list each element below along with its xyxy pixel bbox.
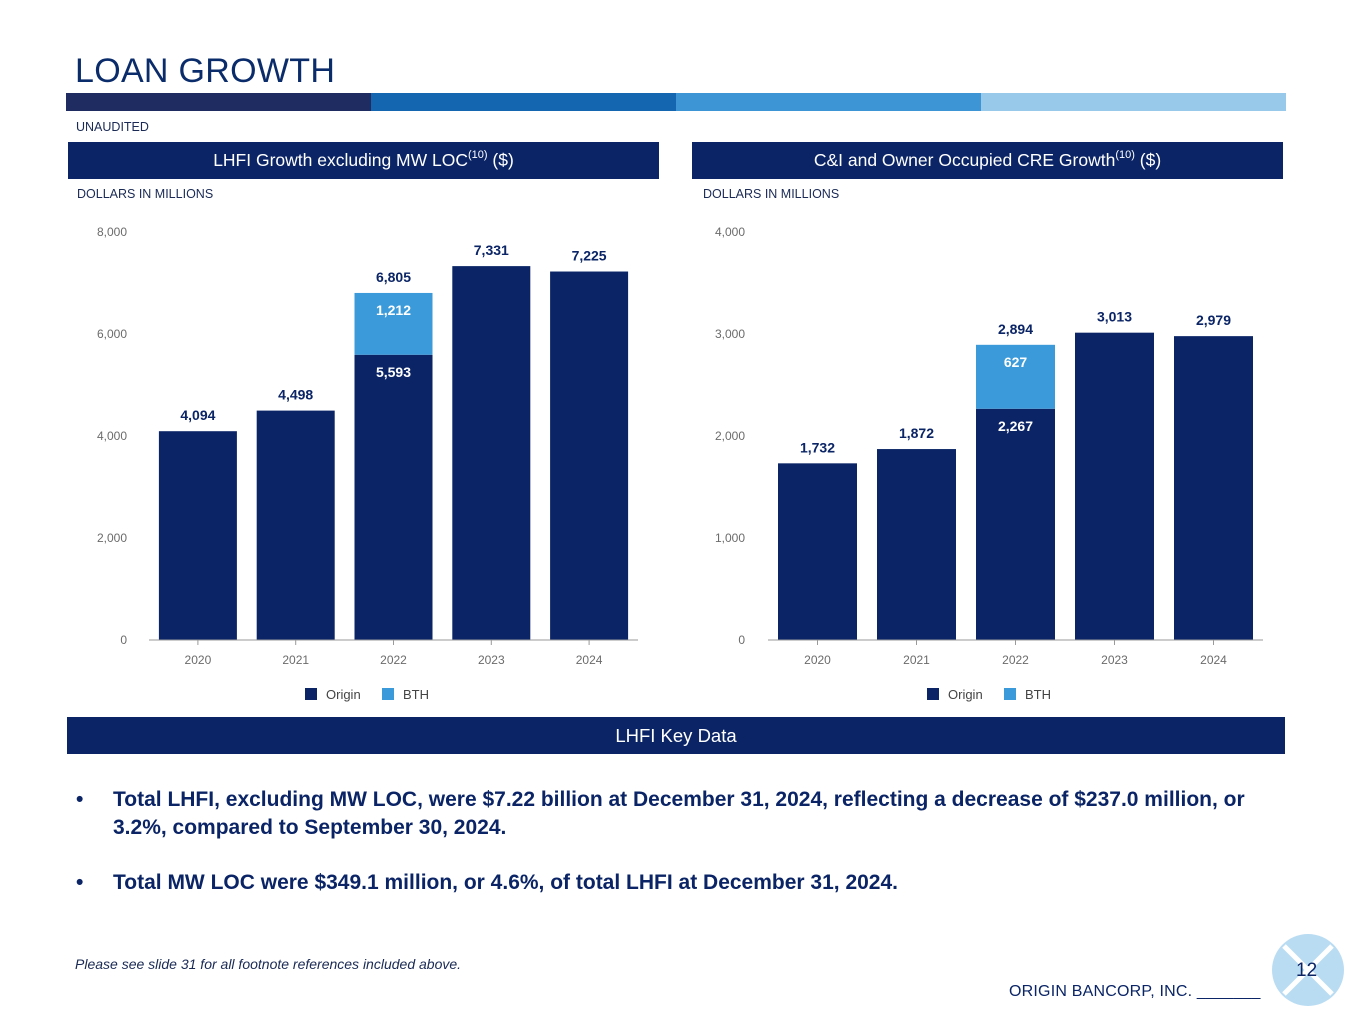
lhfi-key-data-header: LHFI Key Data <box>67 717 1285 754</box>
legend-swatch-origin <box>305 688 317 700</box>
bar-origin-2020 <box>158 431 237 640</box>
x-tick-label: 2024 <box>1200 653 1227 667</box>
total-label: 1,872 <box>899 425 934 441</box>
segment-label: 1,212 <box>376 302 411 318</box>
segment-label: 5,593 <box>376 364 411 380</box>
stripe-segment-3 <box>676 93 981 111</box>
bullet-item: • Total MW LOC were $349.1 million, or 4.… <box>76 869 1246 897</box>
x-tick-label: 2020 <box>804 653 831 667</box>
total-label: 7,331 <box>474 242 509 258</box>
total-label: 4,094 <box>180 407 215 423</box>
total-label: 7,225 <box>572 248 607 264</box>
footnote: Please see slide 31 for all footnote ref… <box>75 956 462 972</box>
x-tick-label: 2024 <box>576 653 603 667</box>
title-color-stripe <box>66 93 1286 111</box>
legend-label: BTH <box>403 687 429 702</box>
total-label: 2,979 <box>1196 312 1231 328</box>
y-tick-label: 1,000 <box>715 531 745 545</box>
left-units-label: DOLLARS IN MILLIONS <box>77 187 214 201</box>
bar-origin-2022 <box>354 354 433 640</box>
left-chart-title: LHFI Growth excluding MW LOC <box>213 150 468 170</box>
right-chart-title-suffix: ($) <box>1134 150 1162 170</box>
total-label: 1,732 <box>800 439 835 455</box>
bullet-text: Total LHFI, excluding MW LOC, were $7.22… <box>113 788 1245 839</box>
bar-origin-2020 <box>778 463 857 640</box>
bullet-text: Total MW LOC were $349.1 million, or 4.6… <box>113 871 898 894</box>
right-chart-title: C&I and Owner Occupied CRE Growth <box>813 150 1116 170</box>
y-tick-label: 0 <box>120 633 127 647</box>
total-label: 6,805 <box>376 269 411 285</box>
segment-label: 2,267 <box>998 418 1033 434</box>
bar-origin-2023 <box>452 266 531 640</box>
legend-label: Origin <box>948 687 983 702</box>
unaudited-label: UNAUDITED <box>76 120 149 134</box>
company-name: ORIGIN BANCORP, INC. _______ <box>1009 983 1261 1000</box>
x-tick-label: 2023 <box>1101 653 1128 667</box>
y-tick-label: 0 <box>738 633 745 647</box>
bar-bth-2022 <box>354 292 433 355</box>
company-logo-icon <box>1272 934 1344 1006</box>
legend-label: Origin <box>326 687 361 702</box>
bar-origin-2023 <box>1075 332 1154 640</box>
y-tick-label: 2,000 <box>97 531 127 545</box>
legend-swatch-bth <box>382 688 394 700</box>
bar-bth-2022 <box>976 344 1055 409</box>
x-tick-label: 2023 <box>478 653 505 667</box>
bar-origin-2024 <box>550 271 629 640</box>
x-tick-label: 2020 <box>185 653 212 667</box>
y-tick-label: 8,000 <box>97 225 127 239</box>
y-tick-label: 3,000 <box>715 327 745 341</box>
left-chart-header: LHFI Growth excluding MW LOC(10) ($) <box>68 142 659 179</box>
ci-owner-occupied-cre-chart: 0 1,000 2,000 3,000 4,000 1,732 2020 1,872 2021 2… <box>715 225 1263 702</box>
y-tick-label: 4,000 <box>97 429 127 443</box>
key-data-bullets: • Total LHFI, excluding MW LOC, were $7.2… <box>76 786 1246 924</box>
bullet-marker: • <box>76 788 84 811</box>
legend-label: BTH <box>1025 687 1051 702</box>
stripe-segment-1 <box>66 93 371 111</box>
bar-origin-2021 <box>877 449 956 640</box>
right-units-label: DOLLARS IN MILLIONS <box>703 187 840 201</box>
left-chart-footnote-ref: (10) <box>467 149 488 161</box>
x-tick-label: 2021 <box>903 653 930 667</box>
x-tick-label: 2021 <box>282 653 309 667</box>
y-tick-label: 6,000 <box>97 327 127 341</box>
lhfi-growth-chart: 0 2,000 4,000 6,000 8,000 4,094 2020 4,498 2021 5… <box>97 225 638 702</box>
legend-swatch-bth <box>1004 688 1016 700</box>
total-label: 4,498 <box>278 387 313 403</box>
page-number: 12 <box>1296 960 1318 981</box>
total-label: 3,013 <box>1097 309 1132 325</box>
bullet-marker: • <box>76 871 84 894</box>
bar-origin-2022 <box>976 408 1055 640</box>
segment-label: 627 <box>1004 354 1028 370</box>
right-chart-footnote-ref: (10) <box>1115 149 1135 161</box>
bar-origin-2021 <box>256 410 335 640</box>
stripe-segment-4 <box>981 93 1286 111</box>
right-chart-header: C&I and Owner Occupied CRE Growth(10) ($… <box>692 142 1283 179</box>
x-tick-label: 2022 <box>380 653 407 667</box>
stripe-segment-2 <box>371 93 676 111</box>
bar-origin-2024 <box>1174 336 1253 640</box>
page-title: LOAN GROWTH <box>75 52 336 90</box>
left-chart-title-suffix: ($) <box>487 150 514 170</box>
total-label: 2,894 <box>998 321 1033 337</box>
legend-swatch-origin <box>927 688 939 700</box>
y-tick-label: 2,000 <box>715 429 745 443</box>
y-tick-label: 4,000 <box>715 225 745 239</box>
x-tick-label: 2022 <box>1002 653 1029 667</box>
bullet-item: • Total LHFI, excluding MW LOC, were $7.2… <box>76 786 1246 842</box>
